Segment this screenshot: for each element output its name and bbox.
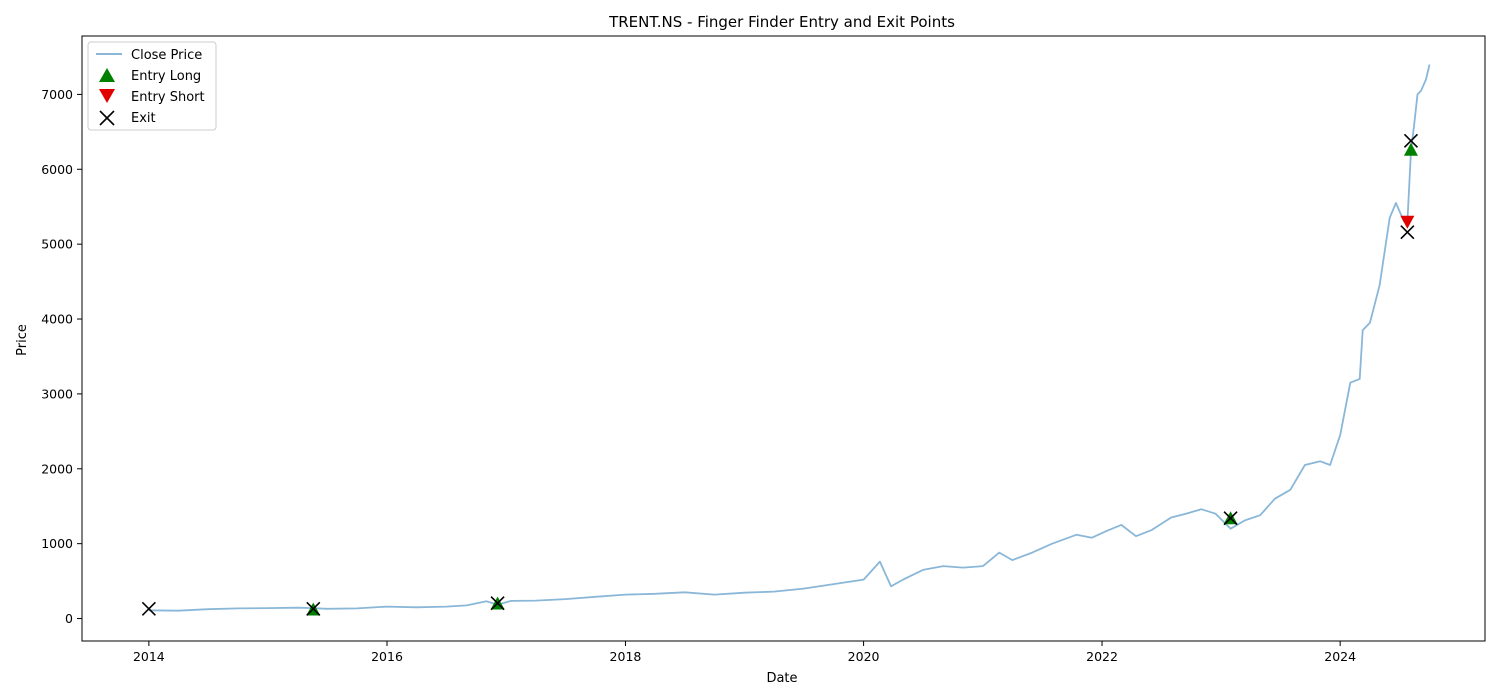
x-axis-ticks: 2014 2016 2018 2020 2022 2024 xyxy=(133,641,1356,664)
legend-entry-short-label: Entry Short xyxy=(131,90,205,105)
y-tick-label: 0 xyxy=(65,611,73,626)
y-tick-label: 1000 xyxy=(41,536,73,551)
y-tick-label: 5000 xyxy=(41,237,73,252)
y-tick-label: 6000 xyxy=(41,162,73,177)
exit-marker xyxy=(1400,225,1415,240)
legend-entry-long-label: Entry Long xyxy=(131,69,201,84)
entry-short-marker xyxy=(1400,215,1415,229)
x-tick-label: 2024 xyxy=(1324,649,1356,664)
legend-box xyxy=(87,41,217,131)
y-axis-ticks: 0 1000 2000 3000 4000 5000 6000 7000 xyxy=(41,87,82,626)
legend-entry-short-swatch xyxy=(99,89,115,103)
entry-long-marker xyxy=(1403,142,1418,156)
legend-entry-long-swatch xyxy=(99,68,115,82)
y-tick-label: 7000 xyxy=(41,87,73,102)
exit-marker xyxy=(1223,511,1238,526)
x-tick-label: 2020 xyxy=(848,649,880,664)
legend: Close Price Entry Long Entry Short Exit xyxy=(87,41,217,131)
y-tick-label: 2000 xyxy=(41,461,73,476)
plot-frame xyxy=(81,35,1486,642)
x-tick-label: 2018 xyxy=(610,649,642,664)
x-tick-label: 2016 xyxy=(371,649,403,664)
close-price-line xyxy=(148,64,1431,612)
legend-exit-swatch xyxy=(99,110,115,126)
legend-exit-label: Exit xyxy=(131,111,156,126)
legend-close-label: Close Price xyxy=(131,48,202,63)
chart-title: TRENT.NS - Finger Finder Entry and Exit … xyxy=(608,13,955,31)
exit-marker xyxy=(490,596,505,611)
exit-marker xyxy=(1403,133,1419,148)
exit-marker xyxy=(306,601,321,616)
y-axis-label: Price xyxy=(15,324,30,356)
y-tick-label: 4000 xyxy=(41,312,73,327)
y-tick-label: 3000 xyxy=(41,386,73,401)
x-tick-label: 2014 xyxy=(133,649,165,664)
x-tick-label: 2022 xyxy=(1086,649,1118,664)
plot-series xyxy=(141,64,1431,616)
x-axis-label: Date xyxy=(766,671,797,686)
exit-marker xyxy=(141,601,156,616)
